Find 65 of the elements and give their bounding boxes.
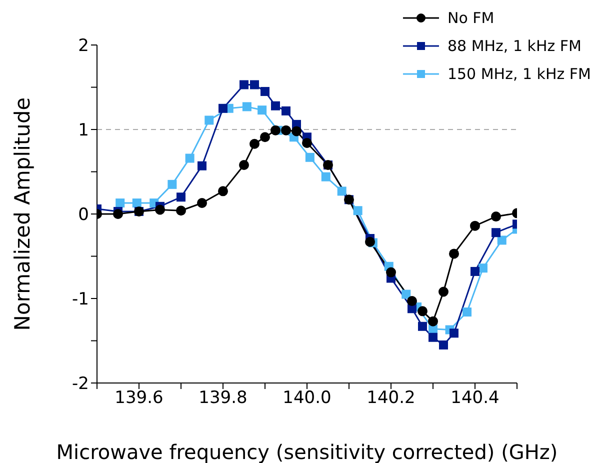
point: [470, 220, 480, 231]
point: [292, 126, 302, 136]
point: [176, 192, 186, 202]
point: [478, 264, 488, 273]
point: [428, 316, 438, 326]
point: [281, 125, 291, 136]
legend-label: No FM: [447, 9, 494, 27]
point: [337, 186, 346, 196]
x-tick-label: 140.2: [366, 388, 416, 408]
point: [260, 132, 270, 142]
point: [418, 322, 427, 331]
point: [168, 180, 177, 189]
point: [240, 80, 248, 90]
y-axis-title: Normalized Amplitude: [10, 97, 34, 331]
point: [113, 209, 123, 219]
point: [250, 138, 260, 149]
point: [492, 228, 500, 238]
point: [155, 204, 165, 215]
x-tick-label: 139.8: [198, 388, 248, 408]
point: [439, 340, 448, 350]
x-axis-title: Microwave frequency (sensitivity corrected) (GHz): [56, 440, 558, 463]
point: [450, 328, 458, 338]
point: [402, 290, 411, 299]
point: [116, 198, 125, 208]
point: [250, 80, 259, 90]
point: [218, 104, 228, 113]
point: [204, 116, 214, 125]
x-tick-label: 140.4: [450, 388, 500, 408]
point: [491, 212, 501, 222]
point: [353, 206, 362, 216]
legend-label: 88 MHz, 1 kHz FM: [447, 37, 582, 55]
x-tick-label: 139.6: [114, 388, 164, 408]
point: [132, 198, 142, 208]
point: [258, 106, 267, 115]
y-tick-label: 2: [78, 36, 89, 56]
point: [197, 198, 207, 208]
point: [365, 236, 375, 247]
y-tick-label: -1: [72, 290, 89, 310]
point: [428, 332, 438, 342]
point: [242, 102, 252, 112]
point: [418, 306, 428, 316]
point: [176, 206, 186, 216]
point: [438, 286, 448, 297]
y-tick-label: 1: [78, 120, 89, 141]
x-tick-label: 140.0: [282, 388, 332, 408]
point: [470, 266, 480, 276]
point: [218, 186, 228, 196]
point: [497, 236, 506, 245]
point: [198, 161, 206, 170]
point: [321, 172, 330, 182]
legend-label: 150 MHz, 1 kHz FM: [447, 65, 591, 83]
point: [302, 138, 312, 148]
point: [449, 248, 459, 259]
point: [462, 308, 472, 317]
y-tick-label: -2: [72, 374, 89, 394]
point: [386, 267, 396, 278]
point: [407, 296, 417, 306]
point: [239, 160, 249, 170]
point: [270, 125, 280, 136]
point: [271, 101, 280, 110]
y-tick-label: 0: [78, 205, 89, 226]
point: [260, 86, 270, 96]
point: [185, 154, 194, 163]
point: [305, 152, 314, 162]
point: [282, 106, 290, 116]
